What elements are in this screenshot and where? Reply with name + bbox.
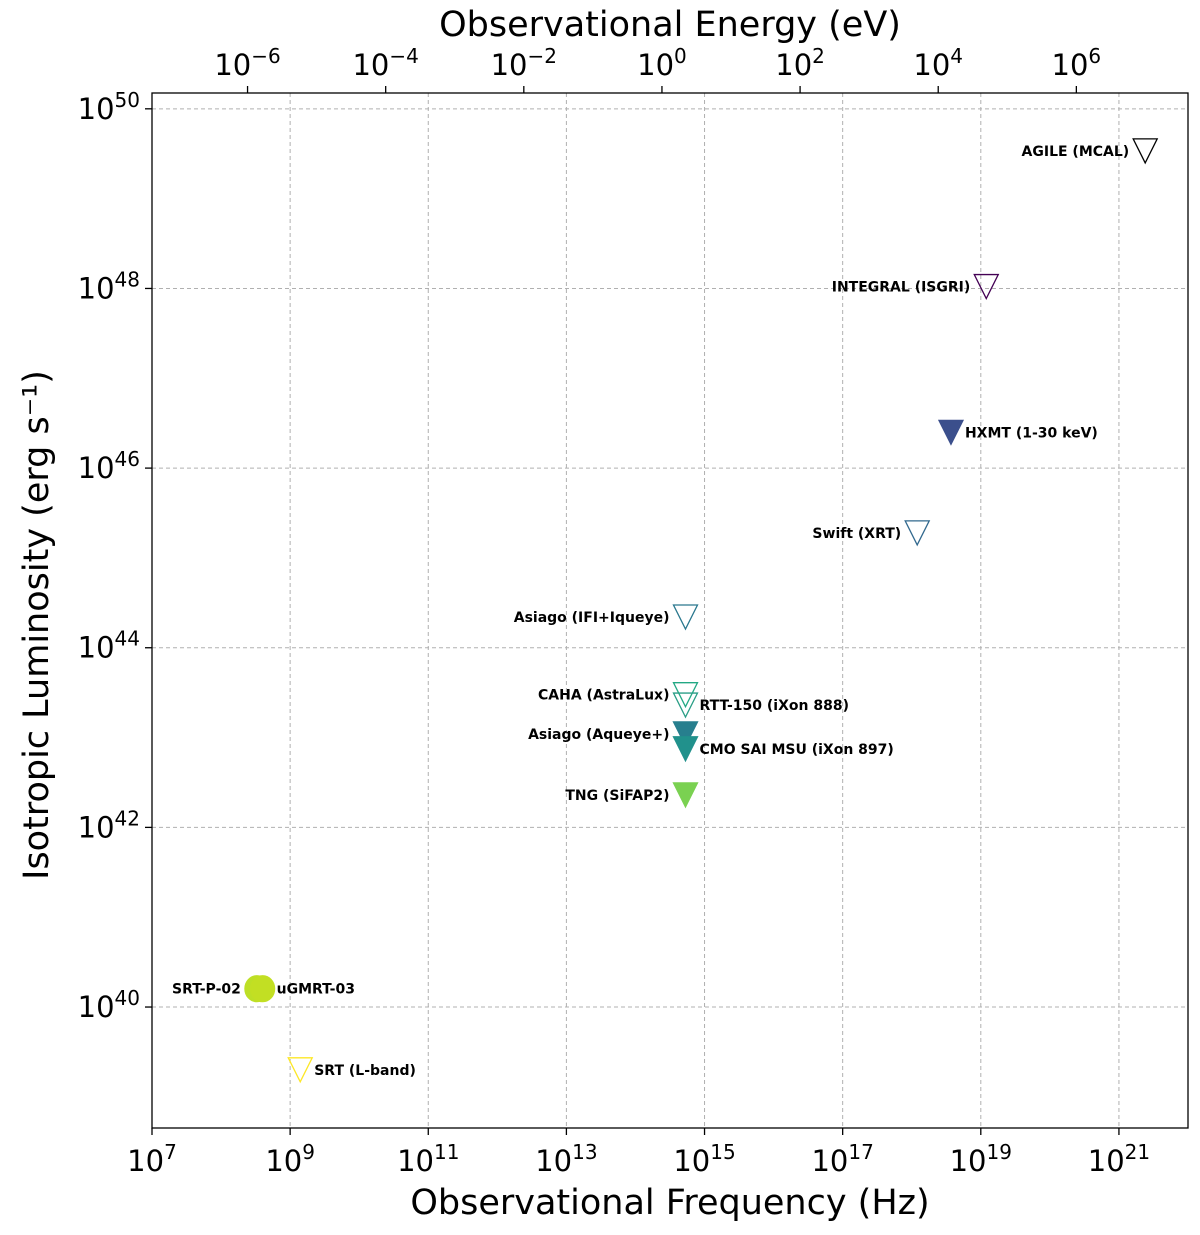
data-point-marker	[1132, 138, 1159, 165]
data-point-label: uGMRT-03	[277, 982, 355, 998]
data-point-marker	[287, 1057, 314, 1084]
x2-tick-label: 10−6	[214, 44, 280, 82]
data-point-marker	[672, 692, 699, 719]
data-point-label: Asiago (Aqueye+)	[528, 727, 669, 743]
data-point-label: Swift (XRT)	[812, 526, 901, 542]
data-point-marker	[672, 782, 699, 809]
x2-tick-label: 10−2	[491, 44, 557, 82]
x2-tick-label: 106	[1052, 44, 1102, 82]
data-point-label: HXMT (1-30 keV)	[965, 425, 1098, 441]
data-point-marker	[250, 975, 276, 1003]
data-point-marker	[672, 736, 699, 763]
data-point-label: Asiago (IFI+Iqueye)	[514, 610, 670, 626]
data-point-marker	[672, 604, 699, 631]
data-point-marker	[672, 721, 699, 748]
y-tick-label: 1042	[78, 806, 140, 844]
y-tick-label: 1044	[78, 627, 140, 665]
data-point-marker	[672, 682, 699, 709]
x2-axis-title: Observational Energy (eV)	[439, 5, 901, 45]
x2-tick-label: 104	[913, 44, 963, 82]
data-point-marker	[904, 520, 931, 547]
data-point-label: CAHA (AstraLux)	[538, 688, 669, 704]
data-point-marker	[937, 419, 965, 446]
data-point-label: CMO SAI MSU (iXon 897)	[699, 742, 893, 758]
x2-tick-label: 102	[775, 44, 825, 82]
x2-tick-label: 10−4	[352, 44, 418, 82]
label-layer: AGILE (MCAL) INTEGRAL (ISGRI) HXMT (1-30 k…	[172, 144, 1129, 1079]
data-point-label: TNG (SiFAP2)	[565, 788, 669, 804]
y-tick-label: 1040	[78, 986, 140, 1024]
y-tick-label: 1050	[78, 88, 140, 126]
x-tick-label: 1013	[535, 1140, 597, 1178]
data-point-label: AGILE (MCAL)	[1022, 144, 1130, 160]
x-tick-label: 1019	[950, 1140, 1012, 1178]
plot-frame	[151, 92, 1189, 1129]
data-point-label: INTEGRAL (ISGRI)	[832, 280, 971, 296]
tick-layer: 107 109 1011 1013 1015 1017 1019 1021 10−6 10−4 10…	[78, 44, 1150, 1178]
x-tick-label: 1015	[673, 1140, 735, 1178]
x-axis-title: Observational Frequency (Hz)	[410, 1183, 929, 1223]
data-point-label: SRT-P-02	[172, 982, 241, 998]
data-point-label: SRT (L-band)	[314, 1063, 416, 1079]
point-layer	[244, 138, 1159, 1084]
x-tick-label: 1011	[397, 1140, 459, 1178]
grid-layer	[152, 93, 1188, 1128]
x2-tick-label: 100	[637, 44, 687, 82]
y-tick-label: 1048	[78, 267, 140, 305]
y-tick-label: 1046	[78, 447, 140, 485]
x-tick-label: 107	[127, 1140, 177, 1178]
x-tick-label: 1017	[811, 1140, 873, 1178]
x-tick-label: 1021	[1088, 1140, 1150, 1178]
y-axis-title: Isotropic Luminosity (erg s⁻¹)	[17, 370, 57, 880]
x-tick-label: 109	[265, 1140, 315, 1178]
data-point-marker	[973, 273, 1000, 301]
data-point-label: RTT-150 (iXon 888)	[699, 698, 849, 714]
